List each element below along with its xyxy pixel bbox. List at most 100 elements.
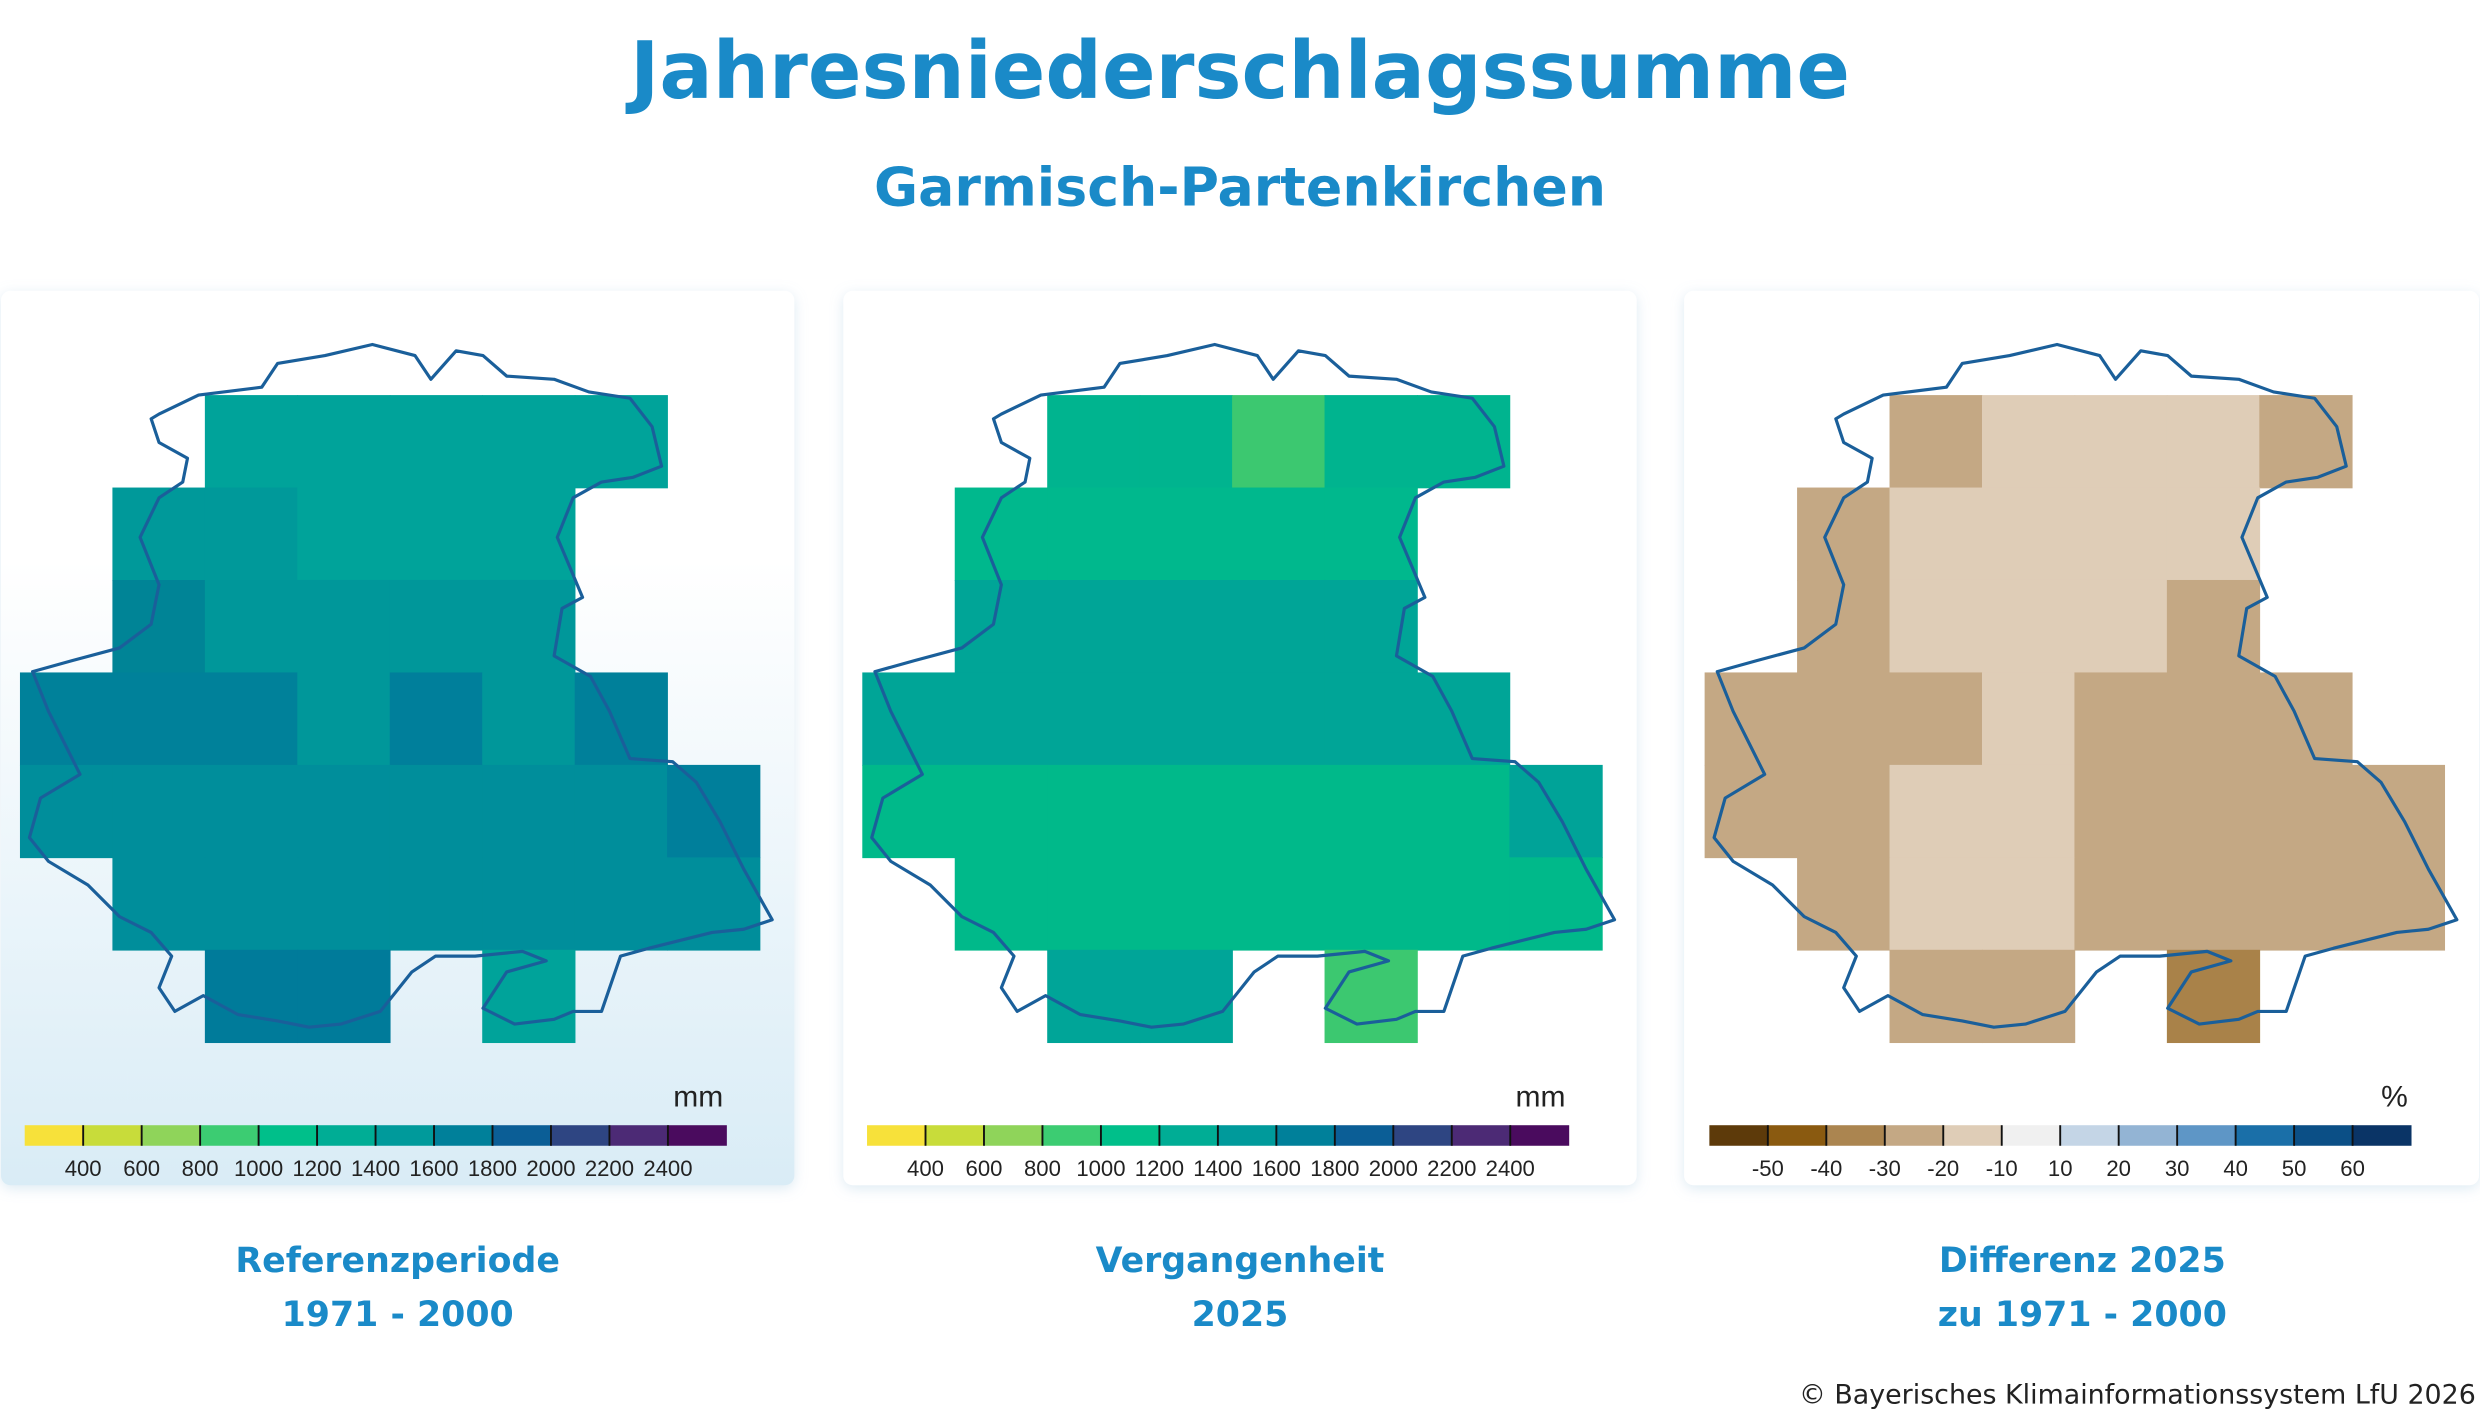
grid-cell <box>1047 949 1141 1044</box>
colorbar-segment <box>1393 1125 1453 1146</box>
colorbar-segment <box>1510 1125 1570 1146</box>
colorbar-tick-label: 1800 <box>1310 1156 1359 1181</box>
grid-cell <box>112 672 206 766</box>
panel-caption: zu 1971 - 2000 <box>1938 1295 2227 1335</box>
colorbar-tick-label: 1800 <box>468 1156 517 1181</box>
colorbar-tick-label: 60 <box>2340 1156 2365 1181</box>
subtitle: Garmisch-Partenkirchen <box>874 155 1606 218</box>
grid-cell <box>954 579 1048 674</box>
grid-cell <box>1889 395 1983 489</box>
colorbar-tick-label: 50 <box>2282 1156 2307 1181</box>
grid-cell <box>574 764 668 859</box>
colorbar-segment <box>258 1125 318 1146</box>
grid-cell <box>1324 395 1418 489</box>
grid-cell <box>389 487 484 581</box>
grid-cell <box>204 857 299 951</box>
footer: © Bayerisches Klimainformationssystem Lf… <box>1799 1379 2476 1410</box>
panel-caption: 1971 - 2000 <box>282 1295 514 1335</box>
grid-cell <box>1139 764 1233 859</box>
grid-cell <box>389 672 484 766</box>
grid-cell <box>1981 764 2076 859</box>
colorbar-segment <box>1709 1125 1769 1146</box>
grid-cell <box>2074 487 2168 581</box>
colorbar-tick-label: -50 <box>1752 1156 1784 1181</box>
grid-cell <box>1232 579 1326 674</box>
grid-cell <box>482 672 576 766</box>
grid-cell <box>954 764 1048 859</box>
grid-cell <box>1797 487 1891 581</box>
grid-cell <box>574 857 668 951</box>
grid-cell <box>954 857 1048 951</box>
colorbar-tick-label: 600 <box>123 1156 160 1181</box>
colorbar-tick-label: 1200 <box>1135 1156 1184 1181</box>
panel-caption: Referenzperiode <box>235 1241 559 1281</box>
grid-cell <box>297 579 391 674</box>
colorbar-tick-label: 30 <box>2165 1156 2190 1181</box>
colorbar-segment <box>983 1125 1043 1146</box>
colorbar-segment <box>867 1125 926 1146</box>
grid-cell <box>112 764 206 859</box>
grid-cell <box>297 764 391 859</box>
colorbar-tick-label: 1400 <box>1193 1156 1242 1181</box>
colorbar-segment <box>667 1125 727 1146</box>
colorbar-segment <box>2177 1125 2237 1146</box>
colorbar-segment <box>1276 1125 1336 1146</box>
panel-caption: Vergangenheit <box>1096 1241 1385 1281</box>
grid-cell <box>1981 579 2076 674</box>
grid-cell <box>2166 949 2261 1044</box>
grid-cell <box>1981 395 2076 489</box>
colorbar-tick-label: 2400 <box>643 1156 692 1181</box>
grid-cell <box>1797 672 1891 766</box>
grid-cell <box>1324 949 1418 1044</box>
grid-cell <box>297 857 391 951</box>
grid-cell <box>1981 672 2076 766</box>
colorbar-tick-label: 1000 <box>1076 1156 1125 1181</box>
grid-cell <box>482 857 576 951</box>
colorbar-segment <box>1451 1125 1511 1146</box>
colorbar-tick-label: 2400 <box>1486 1156 1535 1181</box>
colorbar-segment <box>1159 1125 1219 1146</box>
colorbar-segment <box>1217 1125 1277 1146</box>
grid-cell <box>2166 487 2261 581</box>
colorbar-tick-label: 40 <box>2223 1156 2248 1181</box>
grid-cell <box>1139 395 1233 489</box>
grid-cell <box>1417 764 1511 859</box>
grid-cell <box>389 764 484 859</box>
grid-cell <box>1047 487 1141 581</box>
colorbar-segment <box>2001 1125 2061 1146</box>
colorbar-segment <box>375 1125 435 1146</box>
unit-label: % <box>2381 1080 2408 1113</box>
grid-cell <box>1232 764 1326 859</box>
grid-cell <box>1889 487 1983 581</box>
colorbar-segment <box>2352 1125 2412 1146</box>
grid-cell <box>1047 672 1141 766</box>
grid-cell <box>2259 395 2353 489</box>
grid-cell <box>2074 579 2168 674</box>
grid-cell <box>1889 672 1983 766</box>
grid-cell <box>1324 764 1418 859</box>
grid-cell <box>2259 764 2353 859</box>
grid-cell <box>1981 487 2076 581</box>
grid-cell <box>1417 857 1511 951</box>
grid-cell <box>389 395 484 489</box>
grid-cell <box>204 672 299 766</box>
grid-cell <box>2074 857 2168 951</box>
grid-cell <box>2074 672 2168 766</box>
colorbar-tick-label: 10 <box>2048 1156 2073 1181</box>
grid-cell <box>112 579 206 674</box>
grid-cell <box>574 672 668 766</box>
colorbar-tick-label: -40 <box>1810 1156 1842 1181</box>
unit-label: mm <box>673 1080 723 1113</box>
grid-cell <box>482 487 576 581</box>
grid-cell <box>1139 949 1233 1044</box>
grid-cell <box>1139 857 1233 951</box>
grid-cell <box>297 395 391 489</box>
colorbar-segment <box>609 1125 669 1146</box>
colorbar-segment <box>141 1125 201 1146</box>
grid-cell <box>482 949 576 1044</box>
panel: 400 600 800 1000 1200 1400 1600 1800 2000 2200 240… <box>19 342 774 1335</box>
title: Jahresniederschlagssumme <box>625 25 1850 117</box>
grid-cell <box>1889 579 1983 674</box>
